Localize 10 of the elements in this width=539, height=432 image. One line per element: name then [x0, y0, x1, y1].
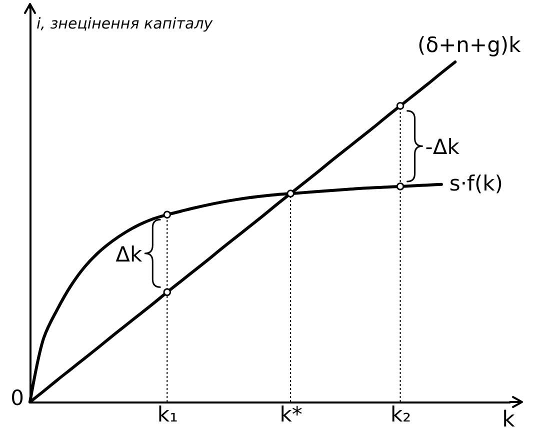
series-label: s·f(k) [449, 171, 503, 196]
x-tick-label: k* [280, 402, 302, 426]
annotation: Δk [116, 242, 143, 266]
series-label: (δ+n+g)k [418, 33, 522, 57]
x-tick-label: k₁ [157, 402, 178, 426]
text: 0 [10, 386, 24, 410]
y-axis-title: i, знецінення капіталу [36, 14, 214, 32]
x-axis-title: k [502, 408, 516, 432]
annotation: -Δk [425, 135, 460, 160]
x-tick-label: k₂ [390, 402, 412, 426]
